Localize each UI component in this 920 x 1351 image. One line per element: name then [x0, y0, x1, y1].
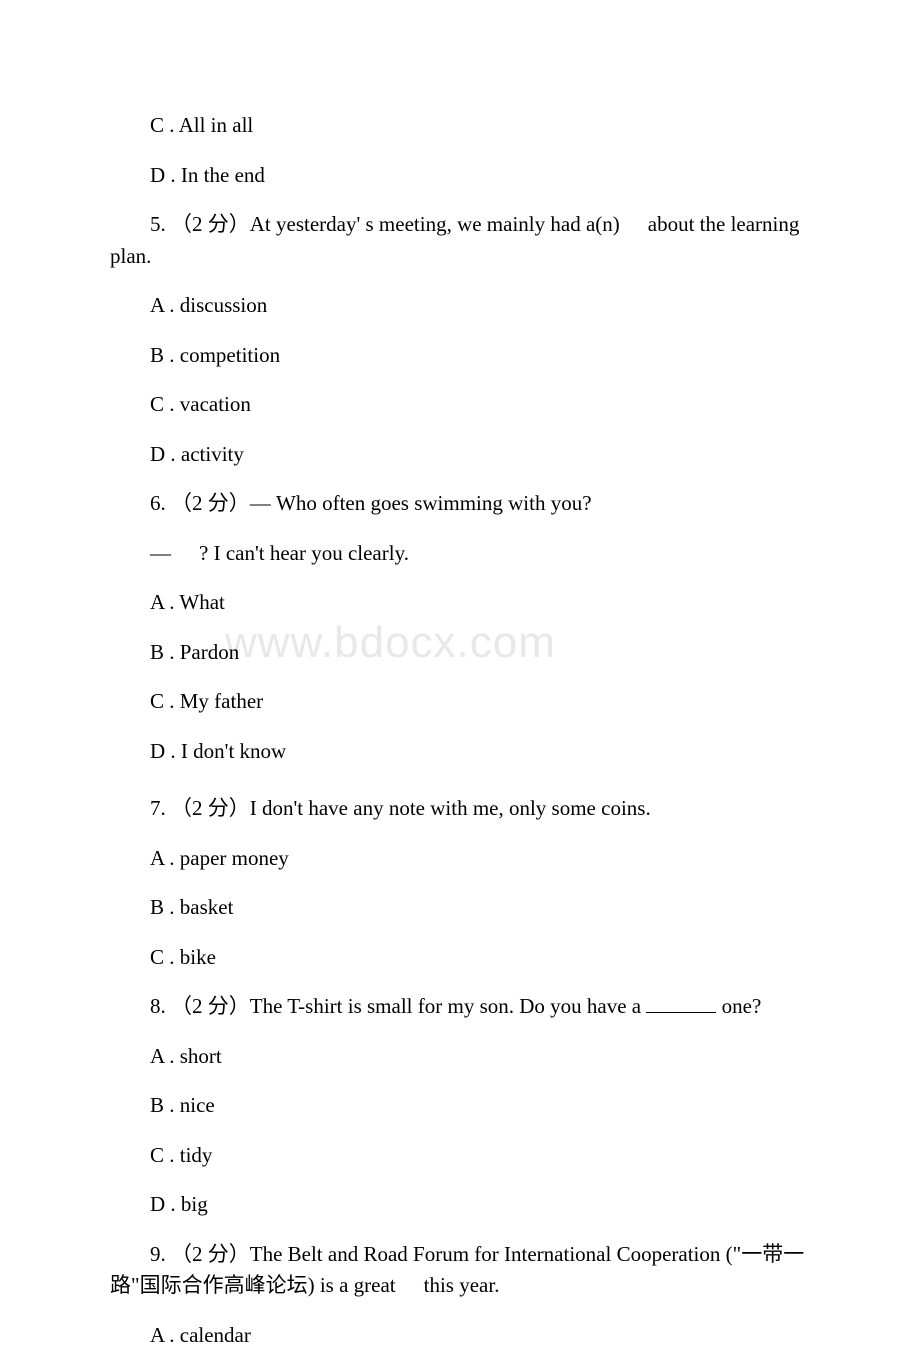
q8-option-a: A . short — [110, 1041, 810, 1073]
q7-option-c: C . bike — [110, 942, 810, 974]
q6-line2: — ? I can't hear you clearly. — [110, 538, 810, 570]
q8-blank — [646, 992, 716, 1013]
q6-option-b: B . Pardon — [110, 637, 810, 669]
q5-option-d: D . activity — [110, 439, 810, 471]
q6-option-d: D . I don't know — [110, 736, 810, 768]
q6-option-c: C . My father — [110, 686, 810, 718]
q4-option-d: D . In the end — [110, 160, 810, 192]
q8-option-b: B . nice — [110, 1090, 810, 1122]
q9-question: 9. （2 分）The Belt and Road Forum for Inte… — [110, 1239, 810, 1302]
q7-option-a: A . paper money — [110, 843, 810, 875]
q5-option-c: C . vacation — [110, 389, 810, 421]
q6-question: 6. （2 分）— Who often goes swimming with y… — [110, 488, 810, 520]
q8-text-suffix: one? — [716, 994, 761, 1018]
q5-text-prefix: 5. （2 分）At yesterday' s meeting, we main… — [110, 212, 620, 236]
q8-text-prefix: 8. （2 分）The T-shirt is small for my son.… — [110, 994, 646, 1018]
q6-line2-a: — — [150, 541, 171, 565]
q5-option-a: A . discussion — [110, 290, 810, 322]
q6-line2-b: ? I can't hear you clearly. — [199, 541, 409, 565]
q7-question: 7. （2 分）I don't have any note with me, o… — [110, 793, 810, 825]
q6-option-a: A . What — [110, 587, 810, 619]
q8-question: 8. （2 分）The T-shirt is small for my son.… — [110, 991, 810, 1023]
q9-option-a: A . calendar — [110, 1320, 810, 1351]
q8-option-d: D . big — [110, 1189, 810, 1221]
q5-question: 5. （2 分）At yesterday' s meeting, we main… — [110, 209, 810, 272]
q8-option-c: C . tidy — [110, 1140, 810, 1172]
document-content: C . All in all D . In the end 5. （2 分）At… — [110, 110, 810, 1351]
q4-option-c: C . All in all — [110, 110, 810, 142]
q5-option-b: B . competition — [110, 340, 810, 372]
q9-text-suffix: this year. — [424, 1273, 500, 1297]
q7-option-b: B . basket — [110, 892, 810, 924]
